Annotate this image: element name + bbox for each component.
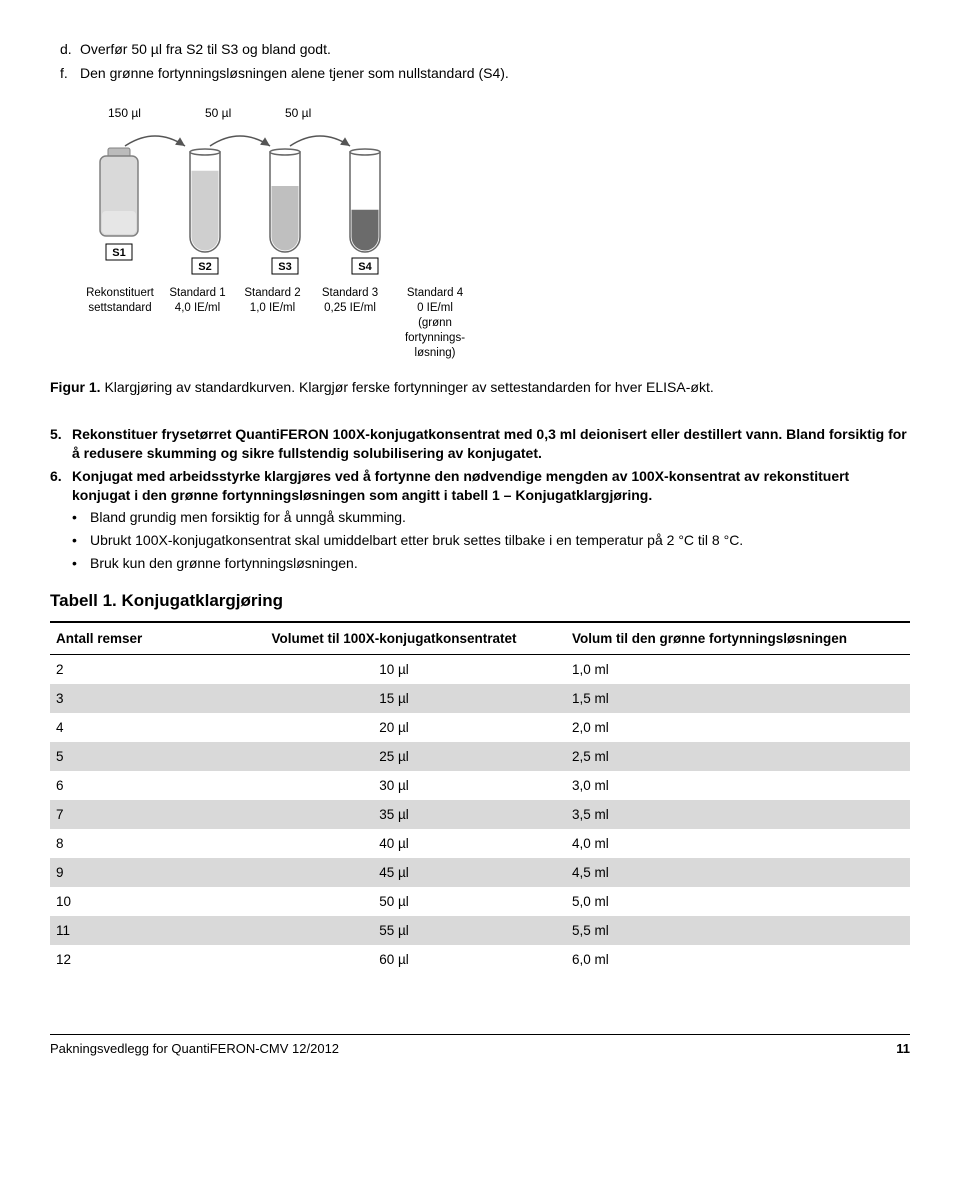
- figure-caption-bold: Figur 1.: [50, 379, 101, 395]
- table-cell: 10 µl: [222, 655, 566, 685]
- table-cell: 5,5 ml: [566, 916, 910, 945]
- table-row: 630 µl3,0 ml: [50, 771, 910, 800]
- page-number: 11: [896, 1041, 910, 1056]
- table-cell: 2,0 ml: [566, 713, 910, 742]
- table-header-cell: Antall remser: [50, 622, 222, 655]
- bullet-marker: •: [72, 531, 90, 550]
- bullet-marker: •: [72, 554, 90, 573]
- list-text: Den grønne fortynningsløsningen alene tj…: [80, 64, 910, 84]
- step-5: 5. Rekonstituer frysetørret QuantiFERON …: [50, 425, 910, 463]
- footer-left: Pakningsvedlegg for QuantiFERON-CMV 12/2…: [50, 1041, 339, 1056]
- table-cell: 55 µl: [222, 916, 566, 945]
- table-header-cell: Volum til den grønne fortynningsløsninge…: [566, 622, 910, 655]
- list-marker: d.: [50, 40, 80, 60]
- table-row: 315 µl1,5 ml: [50, 684, 910, 713]
- table-row: 1050 µl5,0 ml: [50, 887, 910, 916]
- bullet-text: Ubrukt 100X-konjugatkonsentrat skal umid…: [90, 531, 910, 550]
- tube-label: Rekonstituertsettstandard: [80, 286, 160, 361]
- table-cell: 30 µl: [222, 771, 566, 800]
- table-cell: 12: [50, 945, 222, 974]
- table-cell: 10: [50, 887, 222, 916]
- tube-label: Standard 14,0 IE/ml: [160, 286, 235, 361]
- bullet-text: Bruk kun den grønne fortynningsløsningen…: [90, 554, 910, 573]
- table-cell: 45 µl: [222, 858, 566, 887]
- svg-text:S2: S2: [198, 261, 211, 273]
- step-text: Konjugat med arbeidsstyrke klargjøres ve…: [72, 467, 910, 505]
- dilution-diagram: 150 µl 50 µl 50 µl S1 S2 S3 S4 Rekonstituerts…: [80, 98, 910, 361]
- table-cell: 15 µl: [222, 684, 566, 713]
- table-cell: 5,0 ml: [566, 887, 910, 916]
- table-cell: 11: [50, 916, 222, 945]
- table-cell: 60 µl: [222, 945, 566, 974]
- table-cell: 25 µl: [222, 742, 566, 771]
- table-cell: 1,5 ml: [566, 684, 910, 713]
- tube-label: Standard 40 IE/ml(grønnfortynnings-løsni…: [390, 286, 480, 361]
- table-cell: 3,5 ml: [566, 800, 910, 829]
- bullet-text: Bland grundig men forsiktig for å unngå …: [90, 508, 910, 527]
- conjugate-table: Antall remserVolumet til 100X-konjugatko…: [50, 621, 910, 974]
- table-cell: 6: [50, 771, 222, 800]
- table-cell: 7: [50, 800, 222, 829]
- arrow-label: 150 µl: [108, 106, 141, 120]
- list-marker: f.: [50, 64, 80, 84]
- step-6: 6. Konjugat med arbeidsstyrke klargjøres…: [50, 467, 910, 505]
- footer-rule: [50, 1034, 910, 1035]
- table-cell: 5: [50, 742, 222, 771]
- step-marker: 6.: [50, 467, 72, 505]
- list-text: Overfør 50 µl fra S2 til S3 og bland god…: [80, 40, 910, 60]
- step-marker: 5.: [50, 425, 72, 463]
- table-cell: 20 µl: [222, 713, 566, 742]
- table-cell: 4,0 ml: [566, 829, 910, 858]
- table-row: 945 µl4,5 ml: [50, 858, 910, 887]
- bullet-item: •Bruk kun den grønne fortynningsløsninge…: [72, 554, 910, 573]
- bullet-item: •Ubrukt 100X-konjugatkonsentrat skal umi…: [72, 531, 910, 550]
- bullet-item: •Bland grundig men forsiktig for å unngå…: [72, 508, 910, 527]
- table-cell: 9: [50, 858, 222, 887]
- page-footer: Pakningsvedlegg for QuantiFERON-CMV 12/2…: [50, 1041, 910, 1056]
- table-cell: 4,5 ml: [566, 858, 910, 887]
- table-cell: 2,5 ml: [566, 742, 910, 771]
- table-cell: 35 µl: [222, 800, 566, 829]
- table-cell: 4: [50, 713, 222, 742]
- table-cell: 8: [50, 829, 222, 858]
- tube-label: Standard 30,25 IE/ml: [310, 286, 390, 361]
- table-cell: 3: [50, 684, 222, 713]
- svg-text:S4: S4: [358, 261, 372, 273]
- table-row: 525 µl2,5 ml: [50, 742, 910, 771]
- list-item-f: f. Den grønne fortynningsløsningen alene…: [50, 64, 910, 84]
- table-row: 735 µl3,5 ml: [50, 800, 910, 829]
- bullet-marker: •: [72, 508, 90, 527]
- table-title: Tabell 1. Konjugatklargjøring: [50, 591, 910, 611]
- table-header-cell: Volumet til 100X-konjugatkonsentratet: [222, 622, 566, 655]
- figure-caption-rest: Klargjøring av standardkurven. Klargjør …: [101, 379, 714, 395]
- step-text: Rekonstituer frysetørret QuantiFERON 100…: [72, 425, 910, 463]
- figure-caption: Figur 1. Klargjøring av standardkurven. …: [50, 379, 910, 395]
- table-cell: 50 µl: [222, 887, 566, 916]
- table-row: 1260 µl6,0 ml: [50, 945, 910, 974]
- list-item-d: d. Overfør 50 µl fra S2 til S3 og bland …: [50, 40, 910, 60]
- tube-label: Standard 21,0 IE/ml: [235, 286, 310, 361]
- table-row: 420 µl2,0 ml: [50, 713, 910, 742]
- tubes-svg: S1 S2 S3 S4: [80, 128, 420, 278]
- table-row: 840 µl4,0 ml: [50, 829, 910, 858]
- table-cell: 2: [50, 655, 222, 685]
- svg-text:S1: S1: [112, 247, 125, 259]
- table-row: 1155 µl5,5 ml: [50, 916, 910, 945]
- table-cell: 3,0 ml: [566, 771, 910, 800]
- table-row: 210 µl1,0 ml: [50, 655, 910, 685]
- svg-text:S3: S3: [278, 261, 291, 273]
- table-cell: 6,0 ml: [566, 945, 910, 974]
- table-cell: 1,0 ml: [566, 655, 910, 685]
- arrow-label: 50 µl: [205, 106, 231, 120]
- table-cell: 40 µl: [222, 829, 566, 858]
- arrow-label: 50 µl: [285, 106, 311, 120]
